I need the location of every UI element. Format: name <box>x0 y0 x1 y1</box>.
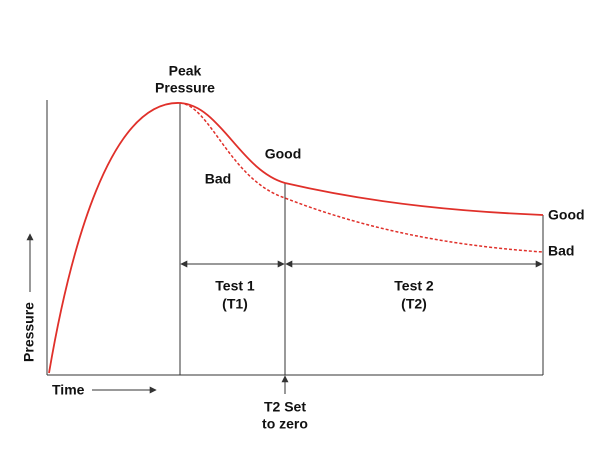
bad-label: Bad <box>205 171 231 187</box>
test1-label: (T1) <box>222 296 248 312</box>
y-axis-label: Pressure <box>21 302 37 362</box>
good-end-label: Good <box>548 207 585 223</box>
bad-curve <box>179 102 544 253</box>
bad-end-label: Bad <box>548 243 574 259</box>
x-axis-label: Time <box>52 382 85 398</box>
t2-label: T2 Set <box>264 399 306 415</box>
t2-label: to zero <box>262 416 308 432</box>
peak-label: Peak <box>169 63 202 79</box>
peak-label: Pressure <box>155 80 215 96</box>
good-label: Good <box>265 146 302 162</box>
test2-label: (T2) <box>401 296 427 312</box>
test2-label: Test 2 <box>394 278 434 294</box>
good-curve <box>48 102 544 374</box>
test1-label: Test 1 <box>215 278 255 294</box>
